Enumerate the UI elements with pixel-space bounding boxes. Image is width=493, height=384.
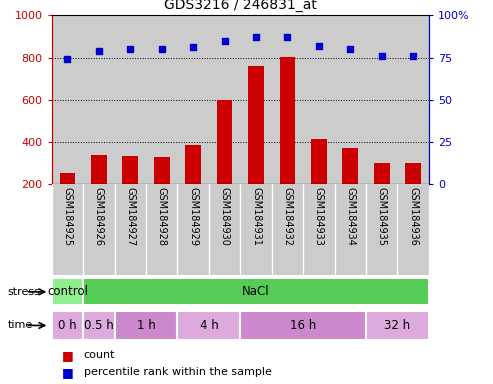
Text: GSM184932: GSM184932 — [282, 187, 292, 246]
Text: 0 h: 0 h — [58, 319, 77, 332]
Text: GSM184934: GSM184934 — [345, 187, 355, 246]
Text: ■: ■ — [62, 366, 73, 379]
Text: ■: ■ — [62, 349, 73, 362]
Title: GDS3216 / 246831_at: GDS3216 / 246831_at — [164, 0, 317, 12]
Bar — [154, 157, 170, 227]
Bar — [91, 155, 107, 227]
Bar — [366, 311, 429, 340]
Bar — [280, 56, 295, 227]
Text: 4 h: 4 h — [200, 319, 218, 332]
Text: count: count — [84, 350, 115, 360]
Text: 32 h: 32 h — [385, 319, 411, 332]
Bar — [177, 311, 241, 340]
Bar — [311, 139, 327, 227]
Text: GSM184931: GSM184931 — [251, 187, 261, 246]
Point — [409, 53, 417, 59]
Bar — [146, 15, 177, 184]
Bar — [405, 163, 421, 227]
Bar — [114, 15, 146, 184]
Bar — [177, 15, 209, 184]
Point — [347, 46, 354, 52]
Point — [189, 45, 197, 51]
Point — [158, 46, 166, 52]
Text: GSM184929: GSM184929 — [188, 187, 198, 246]
Point — [252, 34, 260, 40]
Point — [95, 48, 103, 54]
Bar — [240, 311, 366, 340]
Bar — [248, 66, 264, 227]
Bar — [217, 100, 233, 227]
Bar — [335, 15, 366, 184]
Bar — [366, 15, 397, 184]
Bar — [272, 15, 303, 184]
Bar — [303, 15, 335, 184]
Point — [64, 56, 71, 62]
Point — [221, 38, 229, 44]
Text: 0.5 h: 0.5 h — [84, 319, 114, 332]
Bar — [185, 145, 201, 227]
Bar — [114, 311, 177, 340]
Text: stress: stress — [7, 287, 40, 297]
Bar — [83, 15, 114, 184]
Text: GSM184927: GSM184927 — [125, 187, 136, 246]
Text: 16 h: 16 h — [290, 319, 317, 332]
Text: GSM184925: GSM184925 — [63, 187, 72, 246]
Text: GSM184926: GSM184926 — [94, 187, 104, 246]
Bar — [52, 278, 83, 305]
Bar — [60, 173, 75, 227]
Point — [378, 53, 386, 59]
Text: GSM184930: GSM184930 — [219, 187, 230, 246]
Text: GSM184935: GSM184935 — [377, 187, 387, 246]
Text: control: control — [47, 285, 88, 298]
Point — [315, 43, 323, 49]
Bar — [343, 149, 358, 227]
Text: NaCl: NaCl — [242, 285, 270, 298]
Bar — [52, 15, 83, 184]
Text: 1 h: 1 h — [137, 319, 155, 332]
Bar — [397, 15, 429, 184]
Point — [283, 34, 291, 40]
Bar — [374, 163, 389, 227]
Bar — [52, 311, 83, 340]
Bar — [83, 311, 114, 340]
Text: percentile rank within the sample: percentile rank within the sample — [84, 367, 272, 377]
Point — [126, 46, 134, 52]
Text: time: time — [7, 320, 33, 331]
Text: GSM184933: GSM184933 — [314, 187, 324, 246]
Bar — [209, 15, 241, 184]
Bar — [241, 15, 272, 184]
Text: GSM184936: GSM184936 — [408, 187, 418, 246]
Bar — [122, 156, 138, 227]
Text: GSM184928: GSM184928 — [157, 187, 167, 246]
